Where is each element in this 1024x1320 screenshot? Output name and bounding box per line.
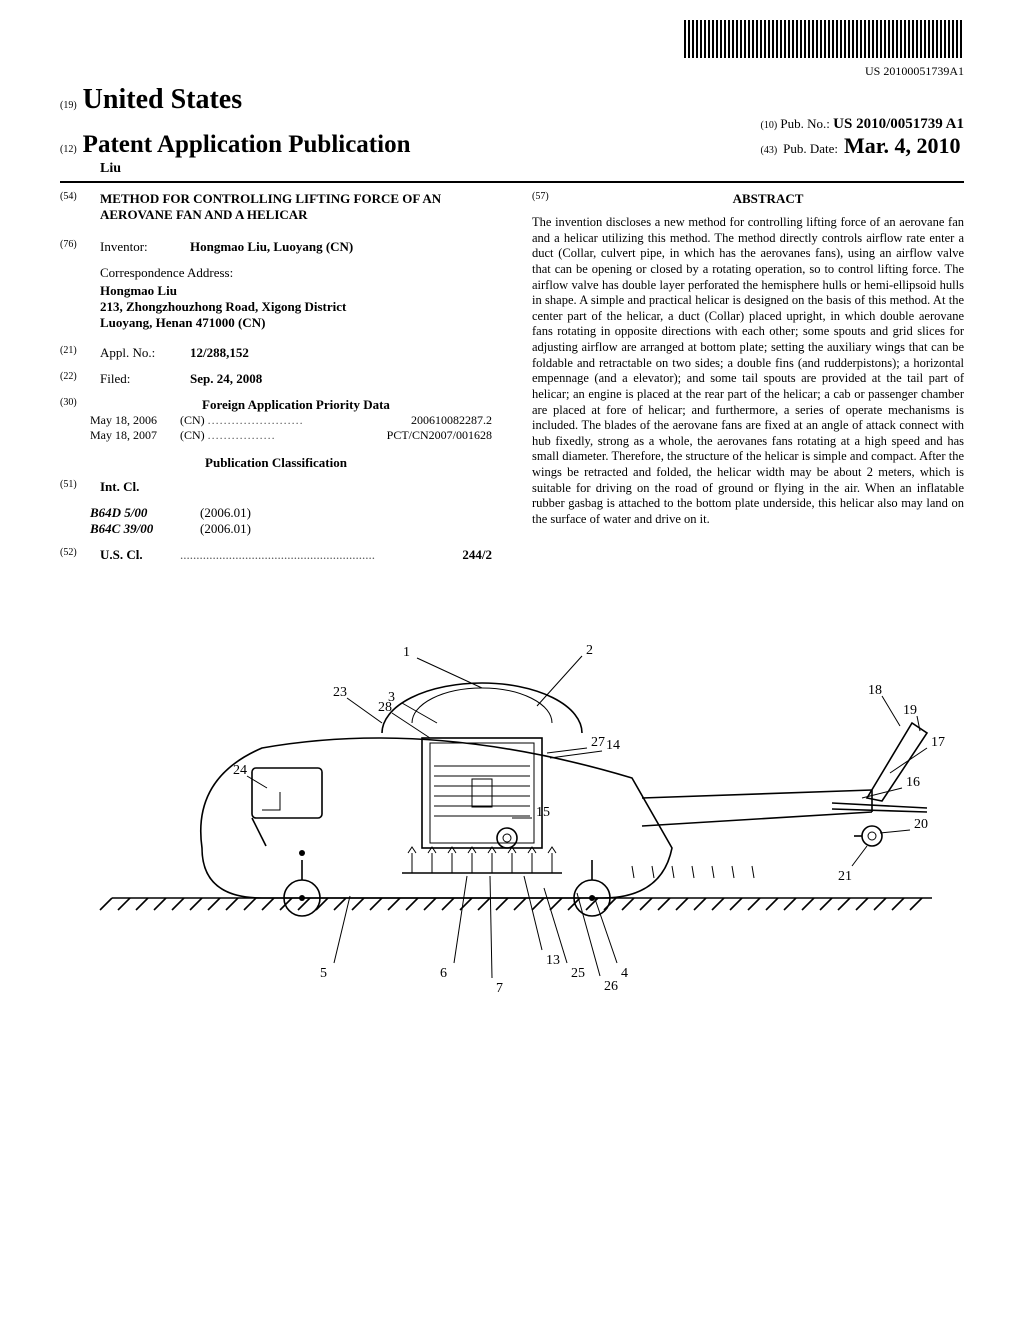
figure-area: 1234567131415161718192021232425262728 bbox=[60, 598, 964, 1002]
intcl-row: B64D 5/00(2006.01) bbox=[90, 505, 492, 521]
label-22: (22) bbox=[60, 371, 100, 387]
applno-label: Appl. No.: bbox=[100, 345, 190, 361]
svg-text:16: 16 bbox=[906, 775, 920, 790]
barcode-area: US 20100051739A1 bbox=[60, 20, 964, 79]
correspondence-addr1: 213, Zhongzhouzhong Road, Xigong Distric… bbox=[100, 299, 492, 315]
svg-text:7: 7 bbox=[496, 981, 503, 996]
patent-figure: 1234567131415161718192021232425262728 bbox=[72, 598, 952, 998]
label-43: (43) bbox=[760, 145, 777, 156]
barcode bbox=[684, 20, 964, 58]
svg-text:28: 28 bbox=[378, 700, 392, 715]
label-21: (21) bbox=[60, 345, 100, 361]
label-10: (10) bbox=[760, 120, 777, 131]
priority-row: May 18, 2006(CN) .......................… bbox=[90, 413, 492, 428]
foreign-priority-heading: Foreign Application Priority Data bbox=[100, 397, 492, 413]
svg-text:27: 27 bbox=[591, 735, 605, 750]
barcode-number: US 20100051739A1 bbox=[60, 64, 964, 79]
uscl-dots: ........................................… bbox=[180, 547, 462, 563]
intcl-row: B64C 39/00(2006.01) bbox=[90, 521, 492, 537]
svg-text:20: 20 bbox=[914, 817, 928, 832]
label-76: (76) bbox=[60, 239, 100, 255]
label-54: (54) bbox=[60, 191, 100, 223]
svg-text:24: 24 bbox=[233, 763, 247, 778]
svg-text:25: 25 bbox=[571, 966, 585, 981]
filed-date: Sep. 24, 2008 bbox=[190, 371, 492, 387]
svg-text:2: 2 bbox=[586, 643, 593, 658]
svg-text:17: 17 bbox=[931, 735, 945, 750]
priority-row: May 18, 2007(CN) .................PCT/CN… bbox=[90, 428, 492, 443]
publication-type: Patent Application Publication bbox=[83, 131, 411, 159]
publication-number: US 2010/0051739 A1 bbox=[833, 116, 964, 132]
svg-text:1: 1 bbox=[403, 645, 410, 660]
label-19: (19) bbox=[60, 100, 77, 111]
country: United States bbox=[83, 84, 242, 116]
svg-text:18: 18 bbox=[868, 683, 882, 698]
uscl-value: 244/2 bbox=[462, 547, 492, 563]
svg-text:26: 26 bbox=[604, 979, 618, 994]
uscl-label: U.S. Cl. bbox=[100, 547, 180, 563]
correspondence-addr2: Luoyang, Henan 471000 (CN) bbox=[100, 315, 492, 331]
publication-date: Mar. 4, 2010 bbox=[844, 133, 961, 159]
invention-title: METHOD FOR CONTROLLING LIFTING FORCE OF … bbox=[100, 191, 492, 223]
label-30: (30) bbox=[60, 397, 100, 413]
right-column: (57) ABSTRACT The invention discloses a … bbox=[532, 191, 964, 573]
left-column: (54) METHOD FOR CONTROLLING LIFTING FORC… bbox=[60, 191, 492, 573]
label-52: (52) bbox=[60, 547, 100, 563]
inventor: Hongmao Liu, Luoyang (CN) bbox=[190, 239, 492, 255]
header: (19) United States (12) Patent Applicati… bbox=[60, 84, 964, 183]
svg-text:21: 21 bbox=[838, 869, 852, 884]
pub-classification-heading: Publication Classification bbox=[60, 455, 492, 471]
filed-label: Filed: bbox=[100, 371, 190, 387]
svg-text:5: 5 bbox=[320, 966, 327, 981]
label-57: (57) bbox=[532, 191, 572, 215]
pubdate-label: Pub. Date: bbox=[783, 141, 838, 157]
inventor-label: Inventor: bbox=[100, 239, 190, 255]
svg-text:15: 15 bbox=[536, 805, 550, 820]
svg-text:13: 13 bbox=[546, 953, 560, 968]
intcl-label: Int. Cl. bbox=[100, 479, 139, 495]
bibliographic-columns: (54) METHOD FOR CONTROLLING LIFTING FORC… bbox=[60, 191, 964, 573]
svg-text:19: 19 bbox=[903, 703, 917, 718]
application-number: 12/288,152 bbox=[190, 345, 492, 361]
svg-text:4: 4 bbox=[621, 966, 628, 981]
svg-text:14: 14 bbox=[606, 738, 620, 753]
author-surname: Liu bbox=[100, 161, 121, 177]
svg-text:6: 6 bbox=[440, 966, 447, 981]
svg-text:23: 23 bbox=[333, 685, 347, 700]
correspondence-name: Hongmao Liu bbox=[100, 283, 492, 299]
abstract-heading: ABSTRACT bbox=[572, 191, 964, 207]
priority-table: May 18, 2006(CN) .......................… bbox=[90, 413, 492, 443]
pubnum-label: Pub. No.: bbox=[780, 116, 829, 131]
correspondence-label: Correspondence Address: bbox=[100, 265, 492, 281]
intcl-block: B64D 5/00(2006.01)B64C 39/00(2006.01) bbox=[90, 505, 492, 537]
label-12: (12) bbox=[60, 144, 77, 155]
abstract-text: The invention discloses a new method for… bbox=[532, 215, 964, 528]
label-51: (51) bbox=[60, 479, 100, 495]
